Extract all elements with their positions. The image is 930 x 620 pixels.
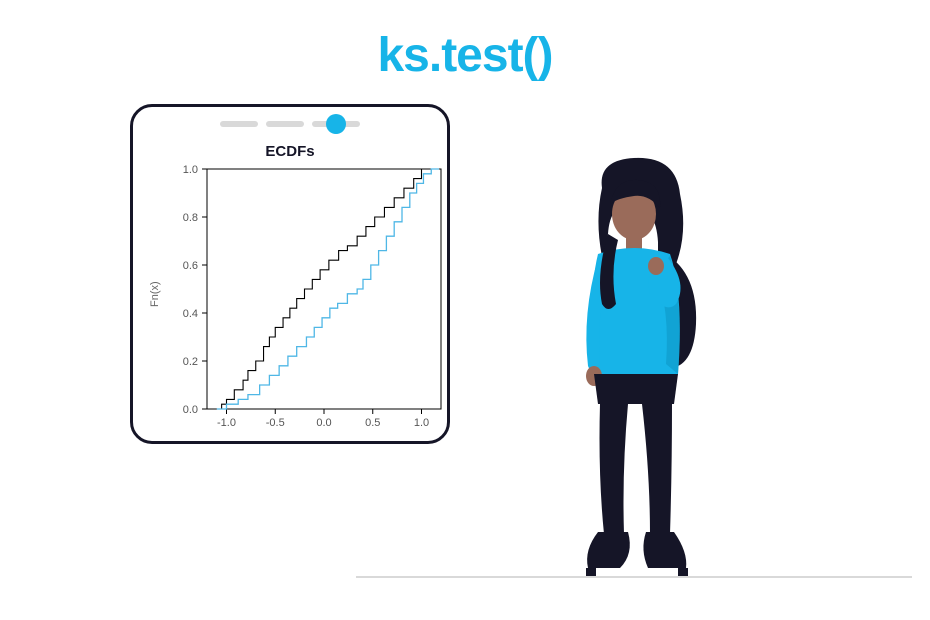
tab-active: [312, 121, 360, 127]
svg-text:1.0: 1.0: [414, 417, 429, 429]
svg-text:0.6: 0.6: [183, 260, 198, 272]
device-tabs: [133, 121, 447, 127]
floor-line: [356, 576, 912, 578]
device-card: ECDFs 0.0 0.2 0.4 0.6 0.8 1.0 -1.0 -0.5 0.0 0.5 1.…: [130, 104, 450, 444]
svg-text:0.0: 0.0: [183, 404, 198, 416]
tab-pill: [220, 121, 258, 127]
ecdf-series-black: [212, 169, 436, 409]
svg-text:0.0: 0.0: [316, 417, 331, 429]
svg-text:-0.5: -0.5: [266, 417, 285, 429]
svg-text:0.8: 0.8: [183, 212, 198, 224]
person-illustration: [538, 154, 738, 578]
ecdf-series-blue: [217, 169, 439, 409]
ecdf-chart: 0.0 0.2 0.4 0.6 0.8 1.0 -1.0 -0.5 0.0 0.5 1.0: [161, 165, 449, 441]
chart-title: ECDFs: [133, 143, 447, 160]
chart-ylabel: Fn(x): [149, 281, 161, 307]
svg-text:1.0: 1.0: [183, 165, 198, 176]
page-title: ks.test(): [0, 28, 930, 83]
svg-text:0.4: 0.4: [183, 308, 198, 320]
svg-text:-1.0: -1.0: [217, 417, 236, 429]
tab-pill: [266, 121, 304, 127]
svg-text:0.2: 0.2: [183, 356, 198, 368]
page-title-text: ks.test(): [377, 29, 552, 82]
stage: ks.test() ECDFs 0.0 0.2 0.4 0.6 0.8 1.0 -1.0 -0…: [0, 0, 930, 620]
chart-title-text: ECDFs: [265, 143, 314, 160]
svg-text:0.5: 0.5: [365, 417, 380, 429]
